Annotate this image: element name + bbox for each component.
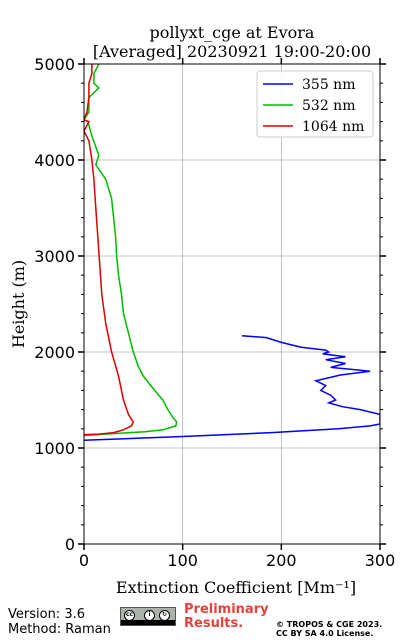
x-tick-label: 300 [365,551,396,570]
copyright-line1: © TROPOS & CGE 2023. [276,620,383,629]
y-tick-label: 4000 [34,151,75,170]
copyright-note: © TROPOS & CGE 2023. CC BY SA 4.0 Licens… [276,620,400,638]
x-tick-label: 0 [79,551,89,570]
chart-title-line2: [Averaged] 20230921 19:00-20:00 [92,42,372,61]
preliminary-line1: Preliminary [184,602,269,617]
series-line-3 [84,64,135,436]
legend-label-2: 532 nm [302,98,355,114]
legend-label-3: 1064 nm [302,119,364,135]
copyright-line2: CC BY SA 4.0 License. [276,629,374,638]
y-tick-label: 1000 [34,439,75,458]
x-tick-label: 200 [266,551,297,570]
x-axis-label: Extinction Coefficient [Mm⁻¹] [116,578,356,597]
preliminary-note: Preliminary Results. [184,603,284,631]
cc-license-badge: cc i ↻ [120,607,176,626]
legend-label-1: 355 nm [302,77,355,93]
chart-title-line1: pollyxt_cge at Evora [149,23,315,42]
legend-box [256,70,374,138]
y-tick-label: 3000 [34,247,75,266]
y-tick-label: 5000 [34,55,75,74]
y-axis-label: Height (m) [9,260,28,348]
series-line-1 [84,334,380,442]
series-line-2 [84,64,178,437]
method-label: Method: Raman [8,622,111,637]
preliminary-line2: Results. [184,616,244,631]
x-tick-label: 100 [167,551,198,570]
y-tick-label: 0 [65,535,75,554]
y-tick-label: 2000 [34,343,75,362]
version-label: Version: 3.6 [8,607,85,622]
